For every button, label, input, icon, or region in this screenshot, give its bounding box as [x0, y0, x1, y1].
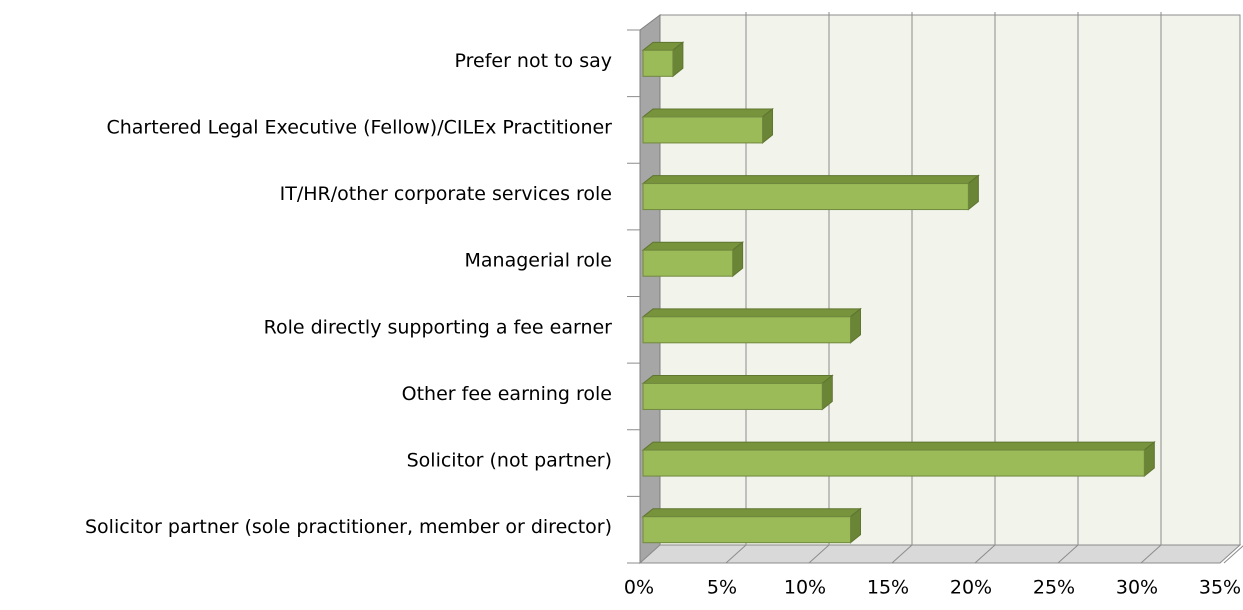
bar	[641, 441, 1156, 478]
x-tick-label: 25%	[1033, 577, 1075, 599]
bar-top	[641, 241, 745, 251]
x-tick-label: 20%	[950, 577, 992, 599]
bar-front	[642, 316, 851, 344]
floor	[638, 544, 1242, 564]
bar	[641, 107, 774, 144]
x-tick-label: 15%	[867, 577, 909, 599]
bar	[641, 374, 834, 411]
bar-front	[642, 183, 969, 211]
x-tick-label: 30%	[1116, 577, 1158, 599]
grid-line	[725, 544, 747, 564]
bar-front	[642, 249, 734, 277]
bar-front	[642, 116, 764, 144]
y-tick-label: Prefer not to say	[455, 50, 613, 72]
y-tick-label: Chartered Legal Executive (Fellow)/CILEx…	[106, 116, 612, 138]
x-tick-label: 5%	[707, 577, 737, 599]
bar-front	[642, 449, 1145, 477]
y-tick-label: IT/HR/other corporate services role	[280, 183, 612, 205]
grid-line	[891, 544, 913, 564]
y-tick-label: Solicitor (not partner)	[407, 450, 612, 472]
x-tick-label: 0%	[624, 577, 654, 599]
y-tick-label: Other fee earning role	[402, 383, 612, 405]
side-wall	[639, 14, 661, 565]
y-tick-label: Solicitor partner (sole practitioner, me…	[85, 516, 612, 538]
bar-top	[641, 108, 774, 118]
bar-top	[641, 508, 862, 518]
bar-top	[641, 175, 980, 185]
grid-line	[974, 544, 996, 564]
bar	[641, 174, 980, 211]
grid-line	[1140, 544, 1162, 564]
bar-front	[642, 516, 851, 544]
bar	[641, 241, 745, 278]
bar	[641, 507, 862, 544]
grid-line	[1223, 545, 1243, 564]
grid-line	[1057, 544, 1079, 564]
x-tick-label: 35%	[1199, 577, 1241, 599]
x-tick-label: 10%	[784, 577, 826, 599]
bar-top	[641, 308, 862, 318]
y-tick-label: Role directly supporting a fee earner	[264, 316, 613, 338]
bar-top	[641, 374, 834, 384]
bar	[641, 307, 862, 344]
bar-front	[642, 382, 823, 410]
grid-line	[808, 544, 830, 564]
bar-front	[642, 49, 674, 77]
y-tick-label: Managerial role	[464, 250, 612, 272]
bar-top	[641, 441, 1156, 451]
bar	[641, 41, 685, 78]
